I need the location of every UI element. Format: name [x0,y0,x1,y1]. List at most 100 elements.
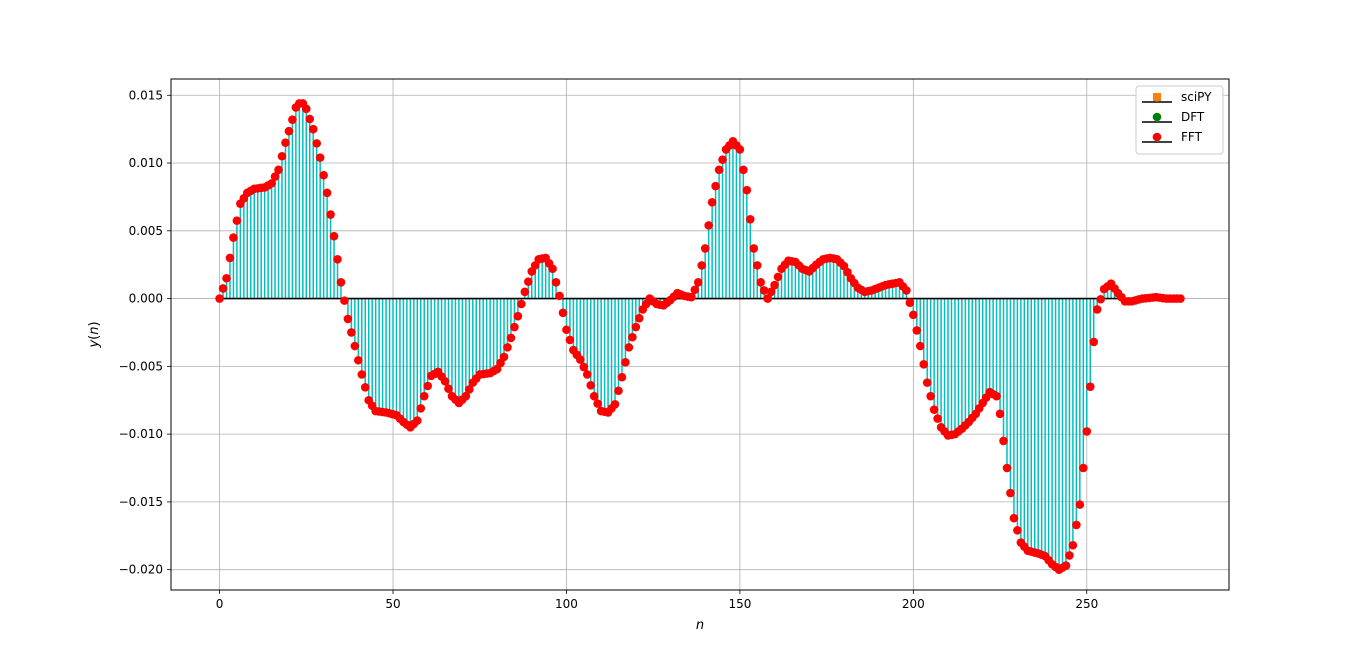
fft-markers [215,99,1185,574]
data-point-fft [624,343,634,352]
data-point-fft [631,322,641,332]
data-point-fft [350,341,360,351]
data-point-fft [301,104,311,114]
y-tick-label: −0.005 [119,359,163,373]
data-point-fft [697,261,707,270]
legend-label: DFT [1181,110,1205,124]
data-point-fft [555,291,564,301]
data-point-fft [281,138,290,148]
data-point-fft [766,287,776,297]
data-point-fft [440,376,450,386]
data-point-fft [1006,488,1015,498]
x-tick-label: 250 [1075,597,1098,611]
x-tick-label: 50 [385,597,400,611]
data-point-fft [905,298,915,307]
data-point-fft [1082,427,1092,436]
data-point-fft [1072,520,1081,530]
data-point-fft [218,284,228,293]
y-tick-label: −0.010 [119,427,163,441]
data-point-fft [1061,561,1071,570]
data-point-fft [551,278,561,287]
data-point-fft [742,185,752,195]
data-point-fft [215,294,224,303]
data-point-fft [1176,294,1185,303]
data-point-fft [617,372,627,382]
data-point-fft [274,165,283,175]
data-point-fft [232,216,242,225]
data-point-fft [333,254,342,264]
data-point-fft [1013,526,1022,535]
data-point-fft [756,278,766,287]
data-point-fft [322,188,332,198]
data-point-fft [759,286,769,295]
data-point-fft [1096,294,1105,304]
x-tick-label: 150 [728,597,751,611]
grid [171,79,1229,590]
data-point-fft [267,179,276,188]
data-point-fft [343,314,353,324]
data-point-fft [562,325,571,335]
data-point-fft [773,272,783,282]
legend-item-scipy: sciPY [1142,90,1212,104]
x-tick-label: 100 [555,597,578,611]
data-point-fft [419,391,429,401]
data-point-fft [687,292,696,302]
data-point-fft [284,126,294,136]
data-point-fft [444,384,453,394]
data-point-fft [621,357,630,367]
data-point-fft [610,400,620,409]
data-point-fft [465,385,474,394]
circle-marker-icon [1152,132,1162,142]
data-point-fft [461,391,471,401]
data-point-fft [340,296,349,305]
data-point-fft [1079,463,1088,473]
data-point-fft [902,286,911,295]
data-point-fft [933,414,942,423]
data-point-fft [589,391,599,401]
data-point-fft [582,370,592,379]
data-point-fft [576,355,585,364]
data-point-fft [992,391,1001,401]
data-point-fft [909,310,918,320]
data-point-fft [1065,551,1074,560]
data-point-fft [305,114,315,124]
legend-item-fft: FFT [1142,130,1203,144]
data-point-fft [347,328,356,337]
data-point-fft [704,221,713,230]
data-point-fft [1068,540,1078,550]
data-point-fft [1092,305,1102,314]
data-point-fft [523,277,533,286]
data-point-fft [319,170,328,180]
data-point-fft [336,278,346,287]
x-axis-label: n [696,618,704,633]
data-point-fft [1002,463,1012,473]
y-tick-label: 0.005 [129,224,163,238]
data-point-fft [326,210,335,219]
x-tick-label: 200 [902,597,925,611]
data-point-fft [558,308,568,318]
data-point-fft [714,165,724,175]
data-point-fft [503,343,512,352]
data-point-fft [506,333,516,343]
data-point-fft [693,278,703,287]
data-point-fft [277,151,287,161]
plot-frame [170,78,1230,591]
data-point-fft [749,244,759,253]
data-point-fft [690,285,700,295]
data-point-fft [517,299,526,309]
data-point-fft [634,313,644,323]
data-point-fft [919,360,929,369]
data-point-fft [288,115,297,124]
data-point-fft [707,198,717,207]
data-point-fft [354,355,363,365]
data-point-fft [416,404,426,413]
data-point-fft [628,332,637,342]
data-point-fft [752,261,762,270]
data-point-fft [423,381,432,391]
data-point-fft [739,165,748,175]
data-point-fft [735,145,745,154]
data-point-fft [312,139,321,148]
y-tick-label: −0.015 [119,495,163,509]
data-point-fft [922,378,932,387]
legend-label: FFT [1181,130,1203,144]
